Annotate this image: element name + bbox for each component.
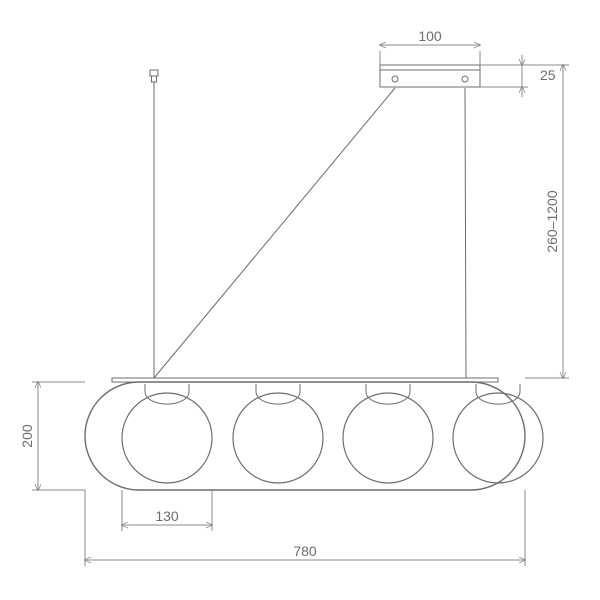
globe-cap-1 xyxy=(145,392,189,404)
globe-2 xyxy=(233,393,323,483)
dim-label: 260–1200 xyxy=(544,190,560,253)
globe-4 xyxy=(453,393,543,483)
globe-1 xyxy=(122,393,212,483)
canopy-bolt xyxy=(392,76,398,82)
dim-label: 130 xyxy=(155,508,179,524)
globe-cap-2 xyxy=(256,392,300,404)
cable-left xyxy=(154,88,395,378)
drop-plug xyxy=(150,70,158,76)
canopy-bolt xyxy=(462,76,468,82)
dim-label: 100 xyxy=(418,28,442,44)
dim-label: 780 xyxy=(293,543,317,559)
drop-plug-neck xyxy=(152,76,157,82)
globe-cap-3 xyxy=(366,392,410,404)
dim-label: 25 xyxy=(540,67,556,83)
globe-3 xyxy=(343,393,433,483)
dim-label: 200 xyxy=(19,424,35,448)
cable-right xyxy=(465,88,466,378)
